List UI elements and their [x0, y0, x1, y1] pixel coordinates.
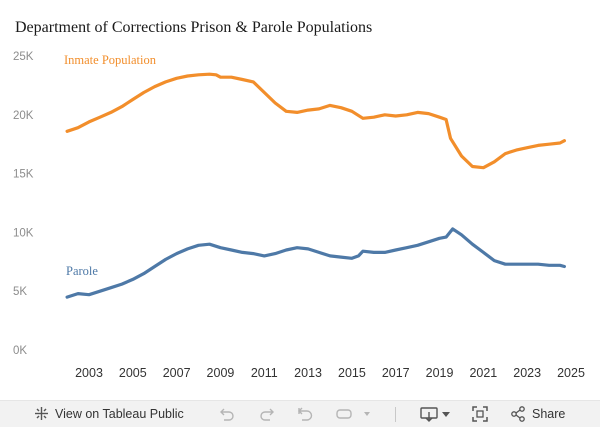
- redo-icon[interactable]: [259, 407, 275, 421]
- series-lines: [65, 72, 566, 299]
- x-tick-label: 2019: [426, 366, 454, 380]
- series-labels: Inmate Population Parole: [64, 53, 157, 278]
- y-tick-label: 15K: [13, 169, 34, 181]
- view-on-tableau-label: View on Tableau Public: [55, 406, 184, 421]
- view-on-tableau-button[interactable]: View on Tableau Public: [34, 406, 184, 421]
- share-icon: [510, 406, 526, 422]
- x-tick-label: 2023: [513, 366, 541, 380]
- revert-icon[interactable]: [298, 407, 314, 421]
- x-tick-label: 2015: [338, 366, 366, 380]
- y-axis: 0K 5K 10K 15K 20K 25K: [13, 51, 34, 357]
- x-tick-label: 2005: [119, 366, 147, 380]
- undo-icon[interactable]: [219, 407, 235, 421]
- refresh-icon[interactable]: [336, 408, 370, 420]
- y-tick-label: 10K: [13, 227, 34, 239]
- toolbar: View on Tableau Public Share: [0, 400, 600, 427]
- x-tick-label: 2009: [207, 366, 235, 380]
- x-tick-label: 2011: [251, 366, 278, 380]
- y-tick-label: 25K: [13, 51, 34, 63]
- share-label: Share: [532, 407, 566, 421]
- share-button[interactable]: Share: [510, 406, 565, 422]
- x-tick-label: 2025: [557, 366, 585, 380]
- series-line-parole[interactable]: [65, 227, 566, 299]
- toolbar-divider: [395, 407, 396, 422]
- y-tick-label: 20K: [13, 110, 34, 122]
- chart-title: Department of Corrections Prison & Parol…: [15, 19, 373, 36]
- y-tick-label: 0K: [13, 345, 27, 357]
- chart: 0K 5K 10K 15K 20K 25K 2003 2005 2007 2009 2011 201…: [13, 51, 585, 380]
- series-label: Inmate Population: [64, 53, 157, 67]
- x-axis: 2003 2005 2007 2009 2011 2013 2015 2017 2019 2021…: [75, 366, 585, 380]
- y-tick-label: 5K: [13, 286, 27, 298]
- series-label: Parole: [66, 264, 98, 278]
- tableau-logo-icon: [34, 406, 49, 421]
- x-tick-label: 2007: [163, 366, 191, 380]
- x-tick-label: 2021: [469, 366, 497, 380]
- x-tick-label: 2013: [294, 366, 322, 380]
- x-tick-label: 2003: [75, 366, 103, 380]
- series-line-inmate-population[interactable]: [65, 72, 566, 170]
- fullscreen-icon[interactable]: [472, 406, 488, 422]
- download-icon[interactable]: [420, 407, 452, 422]
- x-tick-label: 2017: [382, 366, 410, 380]
